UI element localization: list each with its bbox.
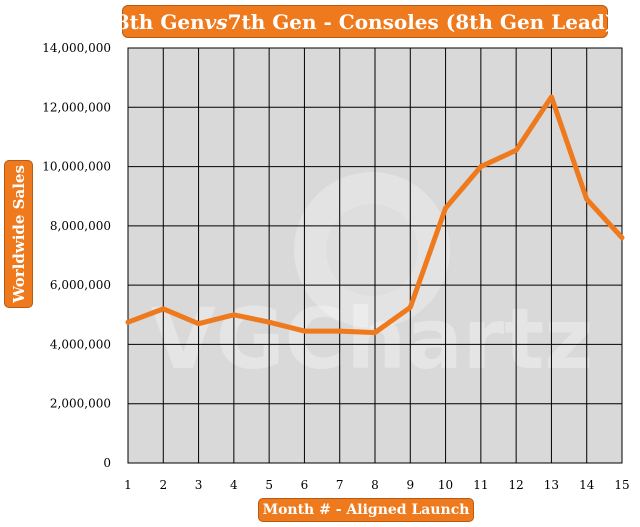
chart-title-part-2: vs [204,9,228,34]
x-tick-label: 7 [336,478,344,492]
watermark-text: VGChartz [151,290,594,388]
x-tick-label: 12 [509,478,524,492]
x-axis-label-box: Month # - Aligned Launch [258,498,474,522]
data-point [408,305,412,309]
data-point [338,329,342,333]
y-tick-label: 12,000,000 [42,100,111,114]
x-tick-label: 13 [544,478,559,492]
x-tick-label: 9 [406,478,414,492]
x-tick-labels: 1 2 3 4 5 6 7 8 9 10 11 12 13 14 15 [124,478,629,492]
data-point [479,165,483,169]
data-point [373,331,377,335]
x-tick-label: 4 [230,478,238,492]
series-sales [125,94,625,336]
y-tick-label: 6,000,000 [50,278,111,292]
x-tick-label: 5 [265,478,273,492]
x-axis-label: Month # - Aligned Launch [262,502,470,518]
chart-title-part-1: 8th Gen [115,9,205,34]
y-tick-label: 10,000,000 [42,160,111,174]
watermark-logo-inner-icon [326,204,418,296]
data-point [126,320,130,324]
x-tick-label: 1 [124,478,132,492]
y-tick-label: 8,000,000 [50,219,111,233]
y-axis-label-box: Worldwide Sales [4,160,33,308]
data-point [444,206,448,210]
gridlines [128,47,622,464]
data-point [267,320,271,324]
data-point [549,95,553,99]
data-point [161,307,165,311]
chart-title-part-3: 7th Gen - Consoles (8th Gen Lead) [227,9,615,34]
x-tick-label: 15 [614,478,629,492]
y-tick-labels: 0 2,000,000 4,000,000 6,000,000 8,000,000 10,… [42,41,111,470]
x-tick-label: 11 [473,478,488,492]
data-point [302,329,306,333]
y-tick-label: 4,000,000 [50,337,111,351]
x-tick-label: 10 [438,478,453,492]
x-tick-label: 6 [301,478,309,492]
data-point [585,197,589,201]
y-tick-label: 14,000,000 [42,41,111,55]
data-point [620,236,624,240]
chart-title: 8th Gen vs 7th Gen - Consoles (8th Gen L… [116,5,614,38]
data-point [232,313,236,317]
y-tick-label: 0 [103,456,111,470]
x-tick-label: 8 [371,478,379,492]
x-tick-label: 2 [159,478,167,492]
watermark: VGChartz [151,172,594,388]
data-point [197,322,201,326]
data-point [514,148,518,152]
y-tick-label: 2,000,000 [50,397,111,411]
x-tick-label: 14 [579,478,595,492]
x-tick-label: 3 [195,478,203,492]
